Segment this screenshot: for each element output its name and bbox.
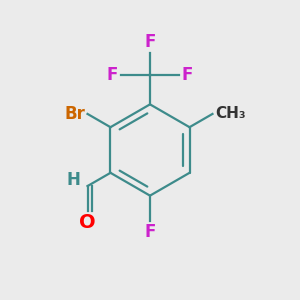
Text: O: O <box>79 214 96 232</box>
Text: F: F <box>144 33 156 51</box>
Text: F: F <box>144 223 156 241</box>
Text: CH₃: CH₃ <box>215 106 245 122</box>
Text: H: H <box>66 171 80 189</box>
Text: F: F <box>107 66 118 84</box>
Text: Br: Br <box>65 105 86 123</box>
Text: F: F <box>182 66 193 84</box>
